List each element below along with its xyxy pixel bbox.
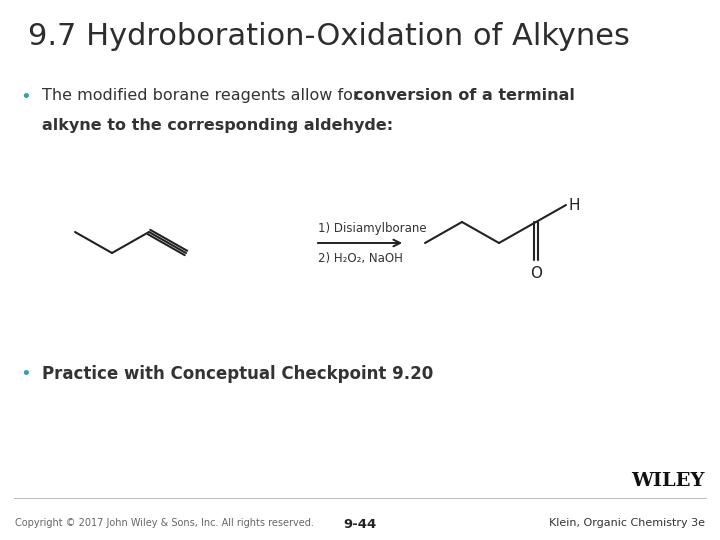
Text: 2) H₂O₂, NaOH: 2) H₂O₂, NaOH — [318, 252, 403, 265]
Text: O: O — [530, 266, 542, 281]
Text: •: • — [20, 88, 31, 106]
Text: 9.7 Hydroboration-Oxidation of Alkynes: 9.7 Hydroboration-Oxidation of Alkynes — [28, 22, 630, 51]
Text: Practice with Conceptual Checkpoint 9.20: Practice with Conceptual Checkpoint 9.20 — [42, 365, 433, 383]
Text: alkyne to the corresponding aldehyde:: alkyne to the corresponding aldehyde: — [42, 118, 393, 133]
Text: 9-44: 9-44 — [343, 518, 377, 531]
Text: conversion of a terminal: conversion of a terminal — [354, 88, 575, 103]
Text: H: H — [569, 198, 580, 213]
Text: The modified borane reagents allow for: The modified borane reagents allow for — [42, 88, 365, 103]
Text: 1) Disiamylborane: 1) Disiamylborane — [318, 222, 427, 235]
Text: WILEY: WILEY — [631, 472, 705, 490]
Text: Copyright © 2017 John Wiley & Sons, Inc. All rights reserved.: Copyright © 2017 John Wiley & Sons, Inc.… — [15, 518, 314, 528]
Text: •: • — [20, 365, 31, 383]
Text: Klein, Organic Chemistry 3e: Klein, Organic Chemistry 3e — [549, 518, 705, 528]
